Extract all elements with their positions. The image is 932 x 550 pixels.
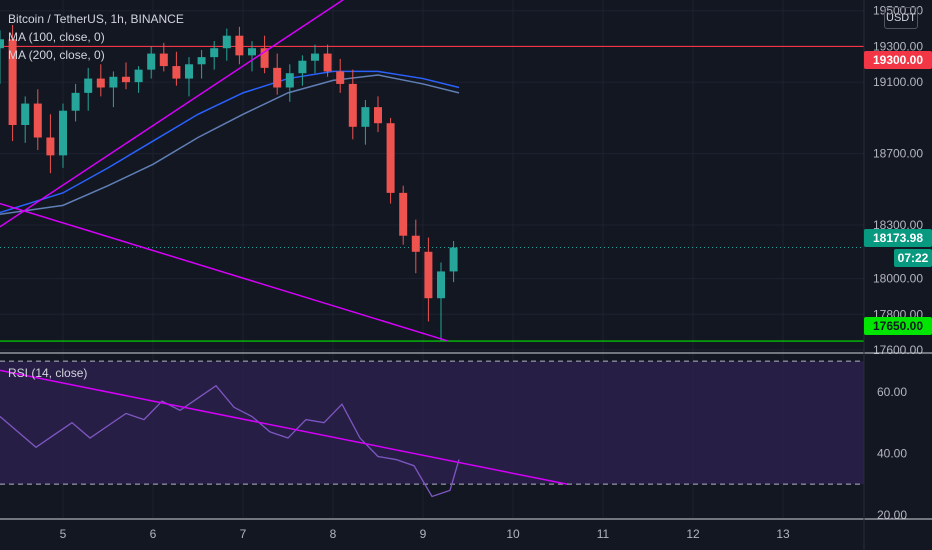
candle-body-8 [96,78,105,88]
candle-body-2 [21,103,30,125]
candle-body-9 [109,76,118,88]
candle-body-0 [0,39,4,49]
currency-button[interactable]: USDT [884,7,918,29]
resistance-price-tag: 19300.00 [864,51,932,69]
candle-body-22 [273,67,282,88]
candle-body-29 [361,107,370,127]
x-tick-label: 5 [60,527,67,541]
ma100-legend[interactable]: MA (100, close, 0) [8,30,105,44]
x-tick-label: 10 [506,527,520,541]
ma200-legend[interactable]: MA (200, close, 0) [8,48,105,62]
moving-averages [0,70,460,216]
y-tick-label: 18700.00 [873,147,923,161]
candle-body-32 [399,192,408,236]
x-tick-label: 6 [150,527,157,541]
candle-body-34 [424,251,433,299]
candle-body-11 [134,69,143,83]
candle-body-17 [210,48,219,58]
bar-timer-tag: 07:22 [894,249,932,267]
candle-body-18 [222,35,231,49]
ma-line-0 [0,70,460,214]
candle-body-3 [33,103,42,138]
x-tick-label: 11 [597,527,610,541]
symbol-legend[interactable]: Bitcoin / TetherUS, 1h, BINANCE [8,12,184,26]
rsi-tick-label: 20.00 [877,508,907,522]
candle-body-26 [323,53,332,72]
support-price-tag: 17650.00 [864,317,932,335]
candle-body-12 [147,53,156,70]
candle-body-31 [386,123,395,193]
x-tick-label: 13 [776,527,790,541]
rsi-legend[interactable]: RSI (14, close) [8,366,88,380]
ma-line-1 [0,74,460,216]
y-tick-label: 17600.00 [873,343,923,357]
grid [0,0,864,518]
rsi-tick-label: 60.00 [877,385,907,399]
last-price-tag: 18173.98 [864,229,932,247]
candle-body-6 [71,92,80,111]
x-tick-label: 9 [420,527,427,541]
y-tick-label: 19300.00 [873,39,923,53]
price-trendline-0 [0,0,345,228]
candle-body-35 [437,271,445,299]
candle-body-10 [122,76,130,83]
candle-body-24 [298,60,307,74]
candle-body-36 [449,247,458,272]
rsi-band [0,360,864,485]
trendlines[interactable] [0,0,449,342]
candle-body-28 [348,83,357,127]
candle-body-14 [172,66,181,79]
rsi-trendline [0,369,568,485]
rsi-series-line [0,384,460,498]
candles [0,25,458,342]
x-tick-label: 12 [686,527,700,541]
candle-body-4 [46,137,55,156]
candle-body-23 [285,73,294,88]
x-tick-label: 7 [240,527,247,541]
price-trendline-1 [0,202,449,342]
y-tick-label: 19100.00 [873,75,923,89]
candle-body-5 [59,110,67,156]
candle-body-7 [84,78,93,93]
y-tick-label: 18300.00 [873,218,923,232]
rsi-tick-label: 40.00 [877,446,907,460]
candle-body-20 [248,48,256,56]
candle-body-30 [374,107,382,124]
candle-body-25 [311,53,319,61]
candle-body-1 [8,39,17,125]
rsi-overbought-oversold-band [0,361,864,485]
candle-body-19 [235,35,244,56]
rsi-line [0,369,568,498]
candle-body-13 [159,53,168,67]
candle-body-15 [185,64,193,79]
x-tick-label: 8 [330,527,337,541]
candle-body-33 [411,235,420,252]
y-tick-label: 18000.00 [873,272,923,286]
candle-body-21 [260,48,269,68]
candle-body-16 [197,57,206,65]
candle-body-27 [336,71,345,84]
